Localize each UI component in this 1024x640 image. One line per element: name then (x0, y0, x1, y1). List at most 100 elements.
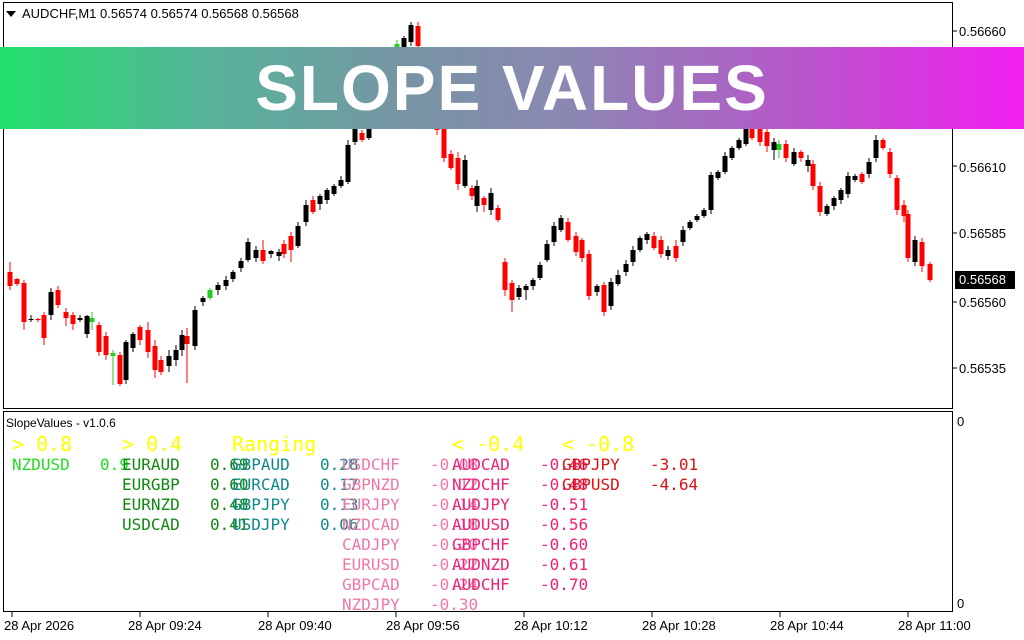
pair-symbol: GBPNZD (342, 475, 400, 494)
candle-body (887, 152, 893, 174)
chart-title: AUDCHF,M1 0.56574 0.56574 0.56568 0.5656… (22, 6, 299, 21)
candle-body (558, 218, 564, 230)
chart-frames (3, 2, 957, 617)
candle-body (253, 250, 259, 258)
candle-body (130, 334, 136, 348)
candle-body (331, 186, 337, 194)
candle-body (401, 38, 407, 50)
candle-body (771, 142, 777, 150)
pair-symbol: NZDJPY (342, 595, 400, 614)
symbol-menu-icon[interactable] (6, 11, 16, 17)
candle-body (579, 240, 585, 258)
candle-body (798, 152, 804, 158)
pair-symbol: AUDNZD (452, 555, 510, 574)
candle-body (644, 234, 650, 240)
candle-body (701, 210, 707, 216)
pair-slope-value: -4.64 (650, 475, 699, 494)
pair-slope-value: -0.22 (430, 555, 479, 574)
candle-body (481, 198, 487, 205)
candle-body (117, 355, 123, 384)
candle-body (338, 180, 344, 186)
pair-slope-value: 0.60 (210, 475, 249, 494)
pair-slope-value: 0.06 (320, 515, 359, 534)
pair-slope-value: -0.20 (430, 535, 479, 554)
candle-body (317, 196, 323, 204)
candle-body (276, 252, 282, 256)
candle-body (523, 286, 529, 290)
candle-body (7, 272, 13, 286)
candle-body (615, 275, 621, 284)
candle-body (509, 283, 515, 300)
pair-symbol: AUDJPY (452, 495, 510, 514)
pair-slope-value: 0.48 (210, 495, 249, 514)
pair-symbol: NZDCHF (452, 475, 510, 494)
candle-body (594, 286, 600, 292)
candle-body (880, 140, 886, 148)
candle-body (495, 208, 501, 220)
candle-body (441, 120, 447, 158)
pair-symbol: NZDCAD (342, 515, 400, 534)
pair-symbol: USDJPY (232, 515, 290, 534)
candle-body (268, 251, 274, 254)
candle-body (408, 25, 414, 42)
indicator-scale-bottom: 0 (957, 596, 965, 611)
pair-symbol: NZDUSD (12, 455, 70, 474)
candle-body (123, 342, 129, 380)
time-label: 28 Apr 09:56 (386, 618, 460, 633)
pair-symbol: USDCHF (342, 455, 400, 474)
pair-slope-value: 0.13 (320, 495, 359, 514)
pair-slope-value: -0.24 (430, 575, 479, 594)
slope-range-header: Ranging (232, 432, 317, 456)
candle-body (158, 360, 164, 372)
candle-body (359, 133, 365, 140)
candle-body (586, 254, 592, 296)
pair-symbol: AUDUSD (452, 515, 510, 534)
title-banner: SLOPE VALUES (0, 47, 1024, 129)
pair-symbol: CADJPY (342, 535, 400, 554)
indicator-scale-top: 0 (957, 414, 965, 429)
candle-body (48, 292, 54, 315)
main-chart-frame (3, 2, 953, 409)
candle-body (919, 242, 925, 266)
candle-body (927, 264, 933, 280)
slope-range-header: > 0.8 (12, 432, 73, 456)
time-label: 28 Apr 10:12 (514, 618, 588, 633)
candle-body (708, 175, 714, 210)
current-price-tag: 0.56568 (955, 271, 1015, 289)
pair-slope-value: 0.69 (210, 455, 249, 474)
pair-slope-value: -0.70 (540, 575, 589, 594)
pair-symbol: AUDCHF (452, 575, 510, 594)
candle-body (866, 162, 872, 174)
candle-body (873, 140, 879, 158)
candle-body (70, 315, 76, 324)
candle-body (852, 176, 858, 180)
pair-slope-value: -0.18 (430, 515, 479, 534)
candle-body (84, 316, 90, 334)
pair-symbol: GBPAUD (232, 455, 290, 474)
candle-body (791, 152, 797, 164)
candle-body (448, 154, 454, 168)
candle-body (352, 128, 358, 142)
candle-body (192, 310, 198, 346)
candle-body (658, 240, 664, 254)
candle-body (845, 176, 851, 194)
candle-body (673, 246, 679, 258)
candle-body (223, 280, 229, 286)
candle-body (502, 262, 508, 290)
indicator-frame (3, 411, 953, 612)
candle-body (152, 346, 158, 370)
pair-slope-value: -0.46 (540, 455, 589, 474)
pair-slope-value: -0.56 (540, 515, 589, 534)
candle-body (110, 353, 116, 356)
pair-symbol: GBPJPY (562, 455, 620, 474)
candle-body (912, 240, 918, 262)
candle-body (245, 242, 251, 260)
pair-slope-value: -0.08 (430, 455, 479, 474)
candle-body (345, 145, 351, 182)
price-label: 0.56535 (959, 361, 1006, 376)
candle-body (729, 148, 735, 158)
candle-body (103, 336, 109, 355)
pair-symbol: EURJPY (342, 495, 400, 514)
candle-body (680, 230, 686, 242)
